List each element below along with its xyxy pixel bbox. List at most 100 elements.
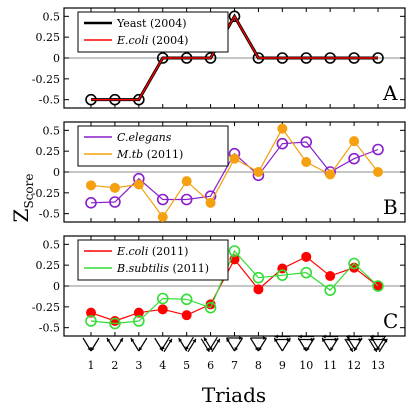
- triad-arrowhead: [274, 334, 278, 339]
- data-point: [228, 245, 241, 257]
- triad-arrowhead: [376, 346, 381, 351]
- triad-arrowhead: [302, 347, 307, 351]
- triad-arrowhead: [262, 336, 267, 340]
- triad-13-icon: [368, 334, 388, 353]
- y-tick-label: 0: [53, 280, 60, 293]
- data-point: [180, 193, 193, 206]
- data-point: [85, 315, 97, 327]
- data-point: [372, 280, 384, 292]
- triad-arrowhead: [226, 338, 230, 342]
- series-b-subtilis: [85, 245, 384, 330]
- x-tick-label: 8: [255, 359, 262, 372]
- data-point: [301, 251, 312, 262]
- data-point: [133, 179, 144, 190]
- triad-9-icon: [273, 334, 291, 352]
- data-point: [205, 197, 216, 208]
- legend-year: (2004): [148, 34, 188, 47]
- triad-11-icon: [321, 334, 339, 352]
- triad-arrowhead: [106, 338, 111, 342]
- triad-12-icon: [344, 334, 363, 353]
- triad-arrowhead: [87, 347, 91, 351]
- data-point: [156, 193, 169, 206]
- triad-8-icon: [249, 336, 267, 352]
- triad-arrowhead: [168, 338, 173, 343]
- legend: C.elegans M.tb (2011): [77, 125, 229, 167]
- triad-arrowhead: [334, 337, 339, 342]
- y-tick-label: -0.25: [32, 187, 60, 200]
- data-point: [324, 284, 336, 296]
- triad-1-icon: [82, 337, 100, 352]
- triad-arrowhead: [298, 334, 302, 339]
- series-line-overlay: [91, 15, 378, 101]
- triad-arrowhead: [354, 347, 358, 351]
- triad-arrowhead: [383, 338, 388, 343]
- legend-name: M.tb: [116, 148, 143, 161]
- triad-arrowhead: [205, 347, 210, 352]
- triad-arrowhead: [373, 347, 377, 352]
- data-point: [253, 167, 264, 177]
- x-tick-label: 6: [207, 359, 214, 372]
- data-point: [133, 315, 145, 327]
- panel-C: 0.50.250-0.25-0.5E.coli (2011)B.subtilis…: [32, 235, 406, 337]
- triad-10-icon: [297, 334, 315, 352]
- data-point: [86, 307, 96, 318]
- x-tick-labels: 1 2 3 4 5 6 7 8 9 10 11 12 13: [88, 359, 386, 372]
- series-m-tb: [86, 123, 383, 222]
- legend-label: Yeast (2004): [116, 17, 187, 30]
- triad-arrowhead: [91, 347, 95, 351]
- triad-icons: [82, 334, 388, 353]
- y-axis-title-sub: Score: [22, 174, 36, 209]
- triad-arrowhead: [138, 347, 143, 351]
- x-tick-label: 3: [135, 359, 142, 372]
- data-point: [157, 212, 168, 222]
- data-point: [109, 182, 120, 193]
- data-point: [156, 292, 169, 305]
- legend: Yeast (2004)E.coli (2004): [77, 11, 229, 53]
- triad-arrowhead: [119, 338, 123, 342]
- y-tick-label: -0.25: [32, 73, 60, 86]
- y-tick-label: -0.5: [39, 322, 60, 335]
- triad-arrowhead: [254, 347, 259, 351]
- data-point: [372, 143, 384, 156]
- legend-label: C.elegans: [117, 131, 172, 144]
- triad-arrowhead: [349, 347, 353, 352]
- series-line: [90, 249, 379, 325]
- legend-label: B.subtilis (2011): [116, 262, 209, 275]
- legend-name: C.elegans: [117, 131, 172, 144]
- data-point: [348, 257, 360, 270]
- triad-arrowhead: [346, 334, 350, 339]
- triad-4-icon: [154, 336, 173, 353]
- data-point: [109, 317, 121, 330]
- legend-year: (2011): [169, 262, 209, 275]
- legend-name: E.coli: [116, 34, 148, 47]
- data-point: [86, 180, 96, 191]
- legend-label: E.coli (2011): [116, 245, 188, 258]
- legend-box: [77, 11, 229, 53]
- triad-arrowhead: [322, 334, 326, 339]
- data-point: [373, 167, 383, 177]
- triad-arrowhead: [203, 337, 208, 342]
- triad-2-icon: [106, 337, 124, 352]
- triad-arrowhead: [274, 338, 278, 342]
- data-point: [252, 271, 265, 284]
- triad-7-icon: [225, 336, 244, 352]
- legend-name: E.coli: [116, 245, 148, 258]
- triad-arrowhead: [347, 337, 351, 342]
- y-tick-label: 0.5: [43, 124, 61, 137]
- y-tick-label: 0: [53, 166, 60, 179]
- legend-name: Yeast: [116, 17, 147, 30]
- data-point: [276, 269, 289, 281]
- triad-arrowhead: [286, 338, 291, 342]
- data-point: [276, 137, 289, 150]
- y-axis-title-main: Z: [9, 208, 33, 222]
- x-axis-title: Triads: [202, 383, 266, 407]
- legend-label: E.coli (2004): [116, 34, 188, 47]
- x-tick-label: 4: [159, 359, 166, 372]
- data-point: [300, 266, 313, 279]
- triad-arrowhead: [209, 346, 213, 351]
- y-tick-label: 0.5: [43, 10, 61, 23]
- x-tick-label: 13: [371, 359, 385, 372]
- triad-arrowhead: [358, 337, 363, 342]
- y-tick-label: -0.5: [39, 94, 60, 107]
